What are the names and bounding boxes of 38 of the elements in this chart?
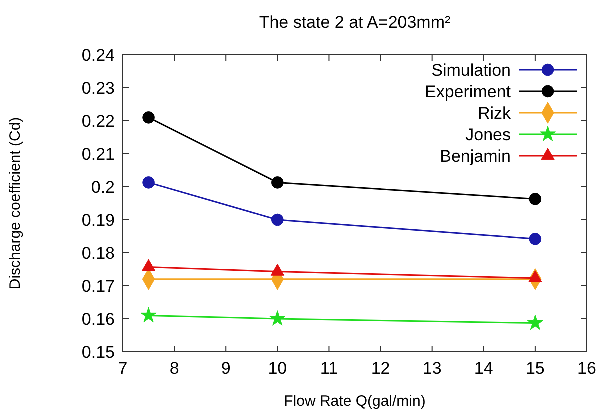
y-tick-label: 0.21 bbox=[82, 145, 115, 164]
point bbox=[529, 232, 542, 246]
y-tick-label: 0.16 bbox=[82, 310, 115, 329]
y-tick-label: 0.24 bbox=[82, 46, 115, 65]
point bbox=[142, 176, 155, 189]
y-tick-label: 0.15 bbox=[82, 343, 115, 362]
legend-label: Experiment bbox=[425, 82, 512, 102]
y-tick-label: 0.19 bbox=[82, 211, 115, 230]
point bbox=[270, 310, 286, 326]
legend-label: Simulation bbox=[432, 61, 511, 80]
legend-label: Jones bbox=[466, 126, 511, 144]
y-tick-label: 0.18 bbox=[82, 244, 115, 263]
x-tick-label: 7 bbox=[118, 359, 128, 378]
y-tick-label: 0.2 bbox=[91, 178, 115, 197]
x-tick-label: 12 bbox=[371, 359, 390, 378]
point bbox=[142, 112, 155, 124]
legend-label: Benjamin bbox=[440, 147, 511, 166]
legend-label: Rizk bbox=[478, 104, 512, 123]
point bbox=[272, 214, 284, 226]
point bbox=[140, 307, 157, 323]
point bbox=[527, 314, 544, 330]
x-tick-label: 10 bbox=[268, 359, 288, 378]
x-tick-label: 16 bbox=[578, 359, 596, 378]
y-tick-label: 0.23 bbox=[82, 79, 115, 98]
x-tick-label: 15 bbox=[526, 359, 545, 378]
x-tick-label: 11 bbox=[320, 359, 338, 378]
x-axis-title: Flow Rate Q(gal/min) bbox=[284, 393, 426, 410]
chart-title: The state 2 at A=203mm² bbox=[259, 13, 452, 32]
y-axis-title: Discharge coefficient (Cd) bbox=[7, 117, 24, 290]
y-tick-label: 0.17 bbox=[82, 277, 115, 296]
point bbox=[528, 270, 542, 282]
point bbox=[529, 193, 542, 206]
x-tick-label: 14 bbox=[474, 359, 494, 378]
x-tick-label: 13 bbox=[422, 359, 442, 378]
x-tick-label: 8 bbox=[170, 359, 180, 378]
point bbox=[272, 176, 284, 189]
y-tick-label: 0.22 bbox=[82, 112, 115, 131]
x-tick-label: 9 bbox=[221, 359, 231, 378]
